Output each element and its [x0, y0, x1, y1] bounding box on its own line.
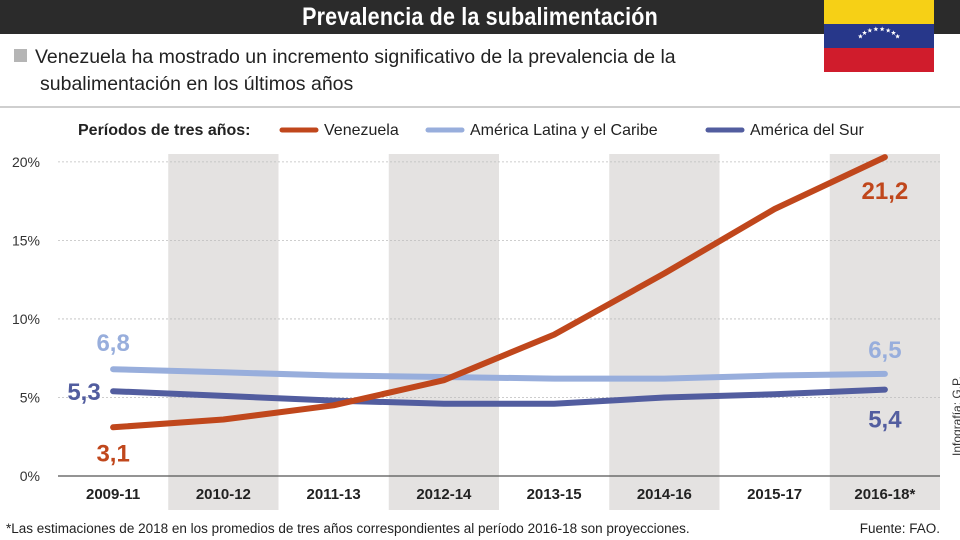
data-label-end: 21,2	[862, 178, 909, 205]
subtitle-line-2: subalimentación en los últimos años	[40, 73, 354, 95]
source: Fuente: FAO.	[859, 521, 940, 536]
flag-star	[857, 33, 863, 39]
subtitle: Venezuela ha mostrado un incremento sign…	[14, 44, 734, 98]
flag-star	[895, 33, 901, 39]
flag-stars-icon	[857, 26, 901, 39]
data-label-start: 3,1	[96, 440, 129, 467]
column-band	[168, 154, 279, 510]
data-label-start: 5,3	[67, 379, 100, 406]
x-tick-label: 2015-17	[747, 486, 802, 503]
column-band	[609, 154, 720, 510]
series-line	[110, 386, 888, 407]
x-tick-label: 2016-18*	[854, 486, 915, 503]
bullet-square-icon	[14, 49, 27, 62]
infographic-credit: Infografía: G.P.	[950, 376, 960, 456]
data-label-start: 6,8	[96, 330, 129, 357]
x-tick-label: 2013-15	[527, 486, 582, 503]
flag-star	[862, 30, 867, 36]
flag-star	[885, 27, 891, 33]
column-band	[388, 154, 499, 510]
chart-title: Prevalencia de la subalimentación	[302, 3, 658, 31]
line-chart: 0% 5% 10% 15% 20% 2009-11 2010-12 2011-13 2012-1…	[12, 122, 940, 510]
legend-entry: Venezuela	[324, 122, 399, 139]
x-tick-label: 2010-12	[196, 486, 251, 503]
flag-band-blue	[824, 24, 934, 48]
x-tick-label: 2012-14	[416, 486, 472, 503]
header-divider	[0, 106, 960, 108]
data-label-end: 6,5	[868, 337, 901, 364]
column-band	[829, 154, 940, 510]
series-line	[110, 366, 888, 382]
flag-band-red	[824, 48, 934, 72]
venezuela-flag-icon	[824, 0, 934, 72]
y-tick-label: 5%	[20, 389, 40, 405]
legend-entry: América Latina y el Caribe	[470, 122, 658, 139]
y-tick-label: 0%	[20, 468, 40, 484]
title-bar	[0, 0, 960, 34]
x-tick-label: 2009-11	[86, 486, 140, 503]
y-tick-label: 20%	[12, 154, 40, 170]
subtitle-line-1: Venezuela ha mostrado un incremento sign…	[35, 46, 676, 68]
flag-star	[867, 27, 873, 33]
y-tick-label: 15%	[12, 232, 40, 248]
x-tick-label: 2014-16	[637, 486, 692, 503]
series-line	[110, 154, 888, 431]
legend-title: Períodos de tres años:	[78, 122, 251, 139]
x-tick-label: 2011-13	[307, 486, 361, 503]
flag-band-yellow	[824, 0, 934, 24]
legend-entry: América del Sur	[750, 122, 864, 139]
y-tick-label: 10%	[12, 311, 40, 327]
flag-star	[891, 30, 896, 36]
footnote: *Las estimaciones de 2018 en los promedi…	[6, 521, 690, 536]
flag-star	[879, 26, 885, 32]
flag-star	[873, 26, 879, 32]
data-label-end: 5,4	[868, 407, 902, 434]
